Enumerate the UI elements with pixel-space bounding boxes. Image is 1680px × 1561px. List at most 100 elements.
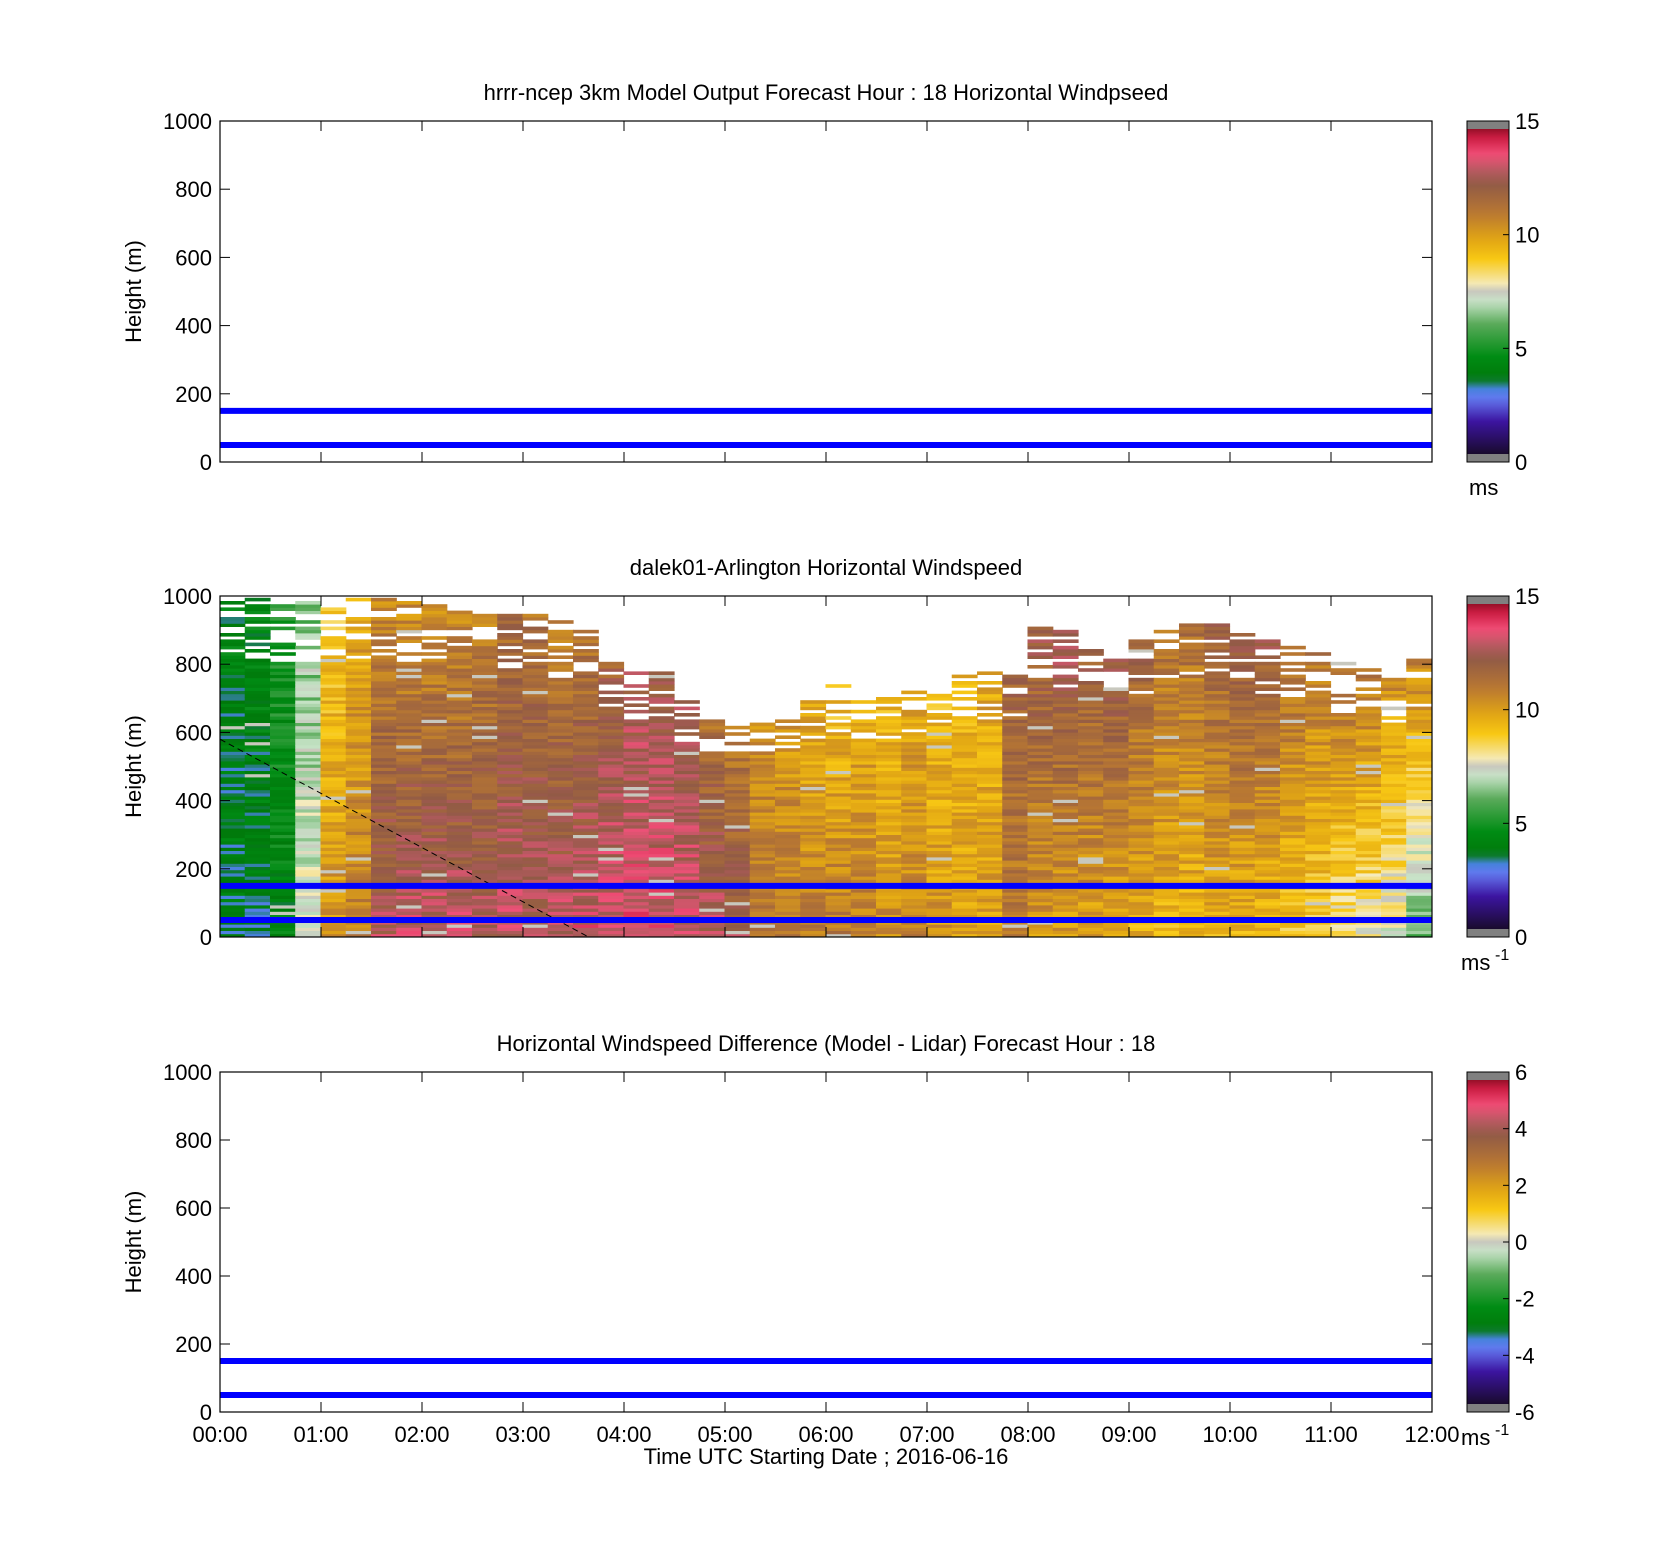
heatmap-cell: [547, 770, 574, 775]
colorbar-frame: [1466, 120, 1510, 463]
heatmap-cell: [345, 933, 372, 937]
heatmap-cell: [522, 786, 549, 791]
heatmap-cell: [976, 853, 1003, 858]
heatmap-cell: [926, 879, 953, 883]
heatmap-cell: [421, 713, 448, 717]
heatmap-cell: [497, 770, 524, 775]
heatmap-cell: [320, 767, 347, 771]
heatmap-cell: [951, 722, 978, 727]
heatmap-cell: [1254, 777, 1281, 781]
heatmap-cell: [446, 898, 473, 903]
heatmap-cell: [1355, 869, 1382, 874]
heatmap-cell: [220, 645, 246, 650]
heatmap-cell: [370, 905, 397, 909]
heatmap-cell: [1153, 821, 1180, 826]
heatmap-cell: [875, 729, 902, 733]
heatmap-cell: [320, 706, 347, 711]
heatmap-cell: [269, 850, 296, 855]
heatmap-cell: [976, 930, 1003, 935]
heatmap-cell: [522, 789, 549, 794]
heatmap-cell: [370, 796, 397, 800]
heatmap-cell: [497, 895, 524, 899]
heatmap-cell: [774, 783, 801, 787]
heatmap-cell: [446, 754, 473, 759]
heatmap-cell: [800, 757, 827, 762]
heatmap-cell: [1229, 754, 1256, 759]
heatmap-cell: [269, 729, 296, 733]
heatmap-cell: [875, 741, 902, 746]
heatmap-cell: [1178, 703, 1205, 707]
heatmap-cell: [547, 828, 574, 832]
heatmap-cell: [724, 924, 751, 928]
heatmap-cell: [522, 821, 549, 826]
heatmap-cell: [1052, 850, 1079, 855]
heatmap-cell: [976, 889, 1003, 893]
heatmap-cell: [547, 629, 574, 634]
heatmap-cell: [220, 677, 246, 682]
heatmap-cell: [648, 684, 675, 688]
heatmap-cell: [1355, 873, 1382, 877]
heatmap-cell: [926, 818, 953, 823]
heatmap-cell: [875, 908, 902, 912]
heatmap-cell: [1204, 789, 1231, 794]
heatmap-cell: [699, 927, 726, 931]
heatmap-cell: [244, 927, 271, 931]
heatmap-cell: [295, 844, 322, 848]
heatmap-cell: [1305, 847, 1332, 851]
heatmap-cell: [1380, 732, 1407, 736]
heatmap-cell: [1380, 802, 1407, 807]
heatmap-cell: [598, 719, 625, 723]
heatmap-cell: [572, 805, 599, 810]
heatmap-cell: [1279, 809, 1306, 813]
heatmap-cell: [446, 677, 473, 682]
heatmap-cell: [951, 911, 978, 915]
heatmap-cell: [976, 671, 1003, 675]
heatmap-cell: [623, 793, 650, 797]
heatmap-cell: [1178, 732, 1205, 736]
heatmap-cell: [875, 799, 902, 803]
heatmap-cell: [1229, 930, 1256, 935]
heatmap-cell: [1204, 706, 1231, 711]
heatmap-cell: [421, 604, 448, 608]
heatmap-cell: [1128, 700, 1155, 704]
heatmap-cell: [1077, 652, 1104, 656]
heatmap-cell: [648, 751, 675, 755]
colorbar-scale: [1467, 604, 1509, 929]
heatmap-cell: [370, 847, 397, 851]
heatmap-cell: [1380, 773, 1407, 778]
heatmap-cell: [951, 684, 978, 688]
heatmap-cell: [244, 783, 271, 787]
heatmap-cell: [1178, 697, 1205, 701]
heatmap-cell: [850, 895, 877, 899]
heatmap-cell: [320, 719, 347, 723]
heatmap-cell: [673, 828, 700, 832]
heatmap-cell: [497, 700, 524, 704]
heatmap-cell: [1052, 770, 1079, 775]
heatmap-cell: [572, 684, 599, 688]
panel-title: dalek01-Arlington Horizontal Windspeed: [630, 555, 1023, 580]
heatmap-cell: [901, 799, 928, 803]
heatmap-cell: [1229, 866, 1256, 871]
heatmap-cell: [1355, 754, 1382, 759]
heatmap-cell: [396, 924, 423, 928]
heatmap-cell: [1254, 892, 1281, 896]
heatmap-cell: [345, 866, 372, 871]
heatmap-cell: [471, 892, 498, 896]
heatmap-cell: [1128, 831, 1155, 835]
heatmap-cell: [1355, 802, 1382, 807]
heatmap-cell: [1380, 764, 1407, 768]
reference-lines-3: [220, 1358, 1432, 1398]
heatmap-cell: [901, 869, 928, 874]
heatmap-cell: [1052, 639, 1079, 643]
heatmap-cell: [345, 754, 372, 759]
heatmap-cell: [976, 754, 1003, 759]
heatmap-cell: [699, 725, 726, 730]
heatmap-cell: [1330, 863, 1357, 867]
heatmap-cell: [522, 927, 549, 931]
heatmap-cell: [269, 821, 296, 826]
heatmap-cell: [471, 793, 498, 797]
heatmap-cell: [1052, 825, 1079, 829]
heatmap-cell: [220, 930, 246, 935]
heatmap-cell: [1355, 780, 1382, 784]
heatmap-cell: [1406, 834, 1432, 839]
